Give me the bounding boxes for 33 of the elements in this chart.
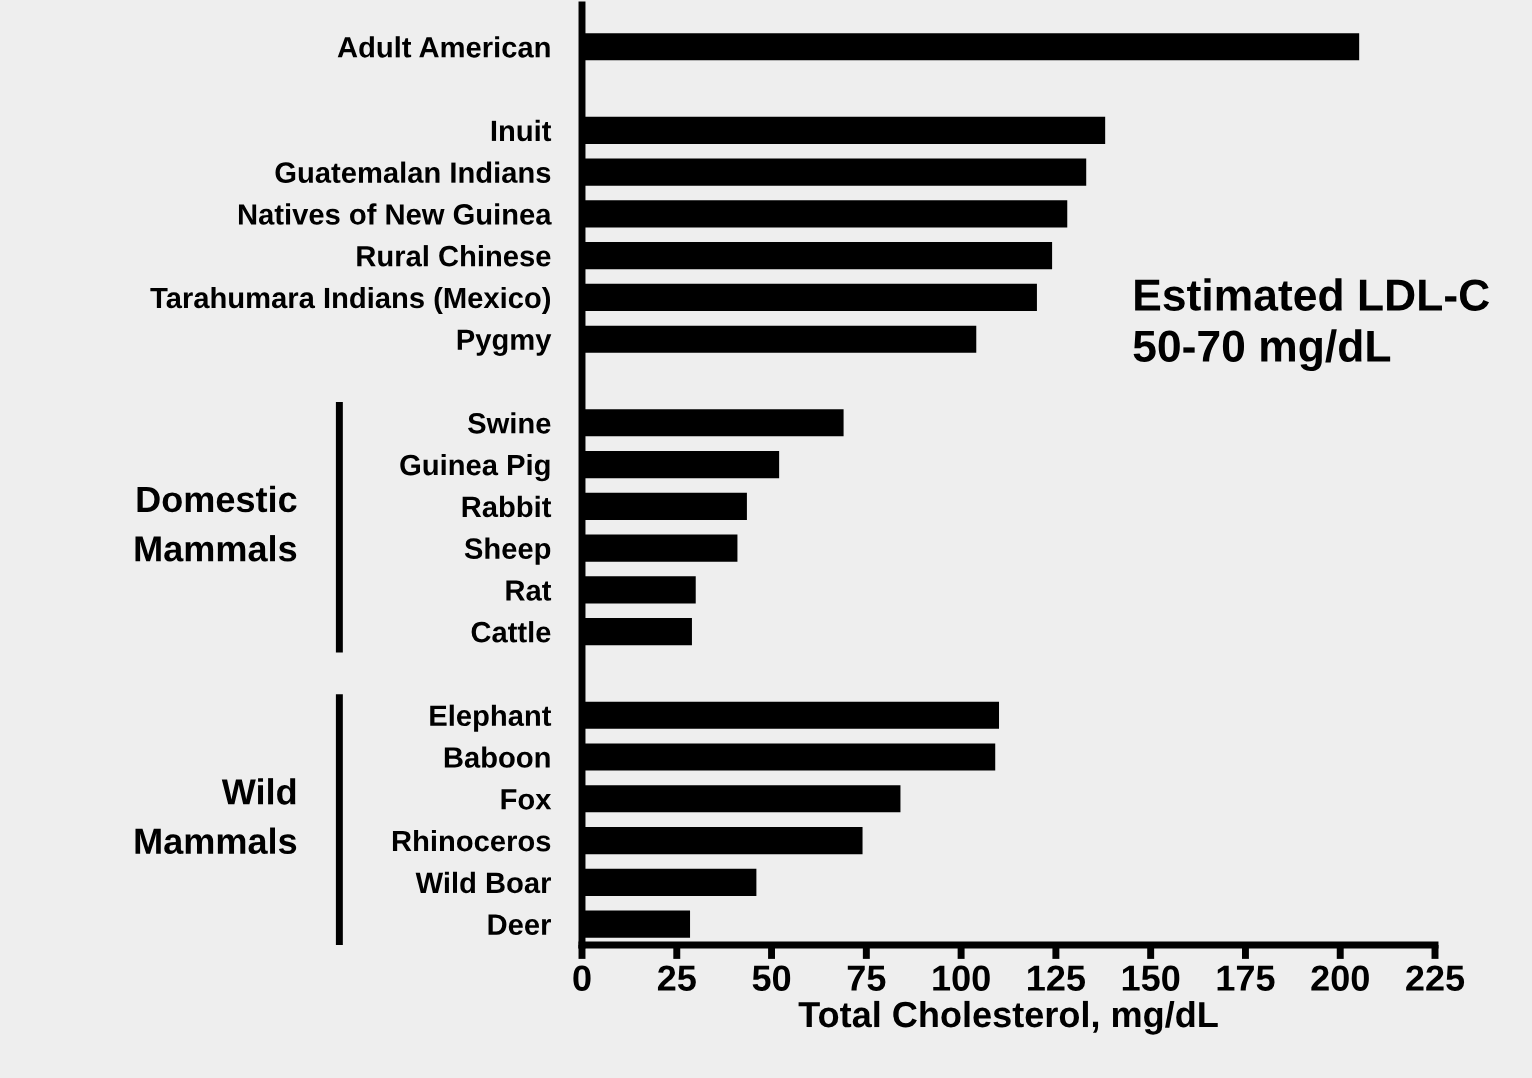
x-tick-label: 75	[847, 965, 886, 991]
x-tick-label: 0	[573, 965, 591, 991]
x-axis-title: Total Cholesterol, mg/dL	[798, 1000, 1218, 1035]
y-tick-label: Deer	[488, 914, 552, 935]
text: Wild Mammals	[135, 778, 297, 855]
y-tick-label: Wild Boar	[415, 871, 552, 894]
y-tick-label: Guatemalan Indians	[275, 161, 551, 183]
y-tick-label: Adult American	[337, 36, 550, 58]
y-tick-label: Rhinoceros	[392, 829, 551, 852]
x-tick-label: 50	[752, 965, 791, 991]
y-tick-label: Guinea Pig	[400, 453, 550, 482]
y-tick-label: Inuit	[491, 119, 552, 142]
x-tick-label: 175	[1217, 965, 1275, 991]
y-tick-label: Fox	[501, 789, 552, 810]
text: Domestic Mammals	[135, 485, 297, 562]
y-tick-label: Rural Chinese	[357, 245, 551, 267]
x-tick-label: 25	[657, 965, 696, 991]
x-tick-label: 225	[1406, 965, 1465, 991]
y-tick-label: Rabbit	[462, 495, 552, 518]
y-tick-label: Swine	[468, 412, 551, 434]
y-tick-label: Sheep	[464, 537, 551, 565]
y-tick-label: Rat	[506, 580, 552, 601]
y-tick-label: Baboon	[444, 746, 550, 768]
x-tick-label: 150	[1122, 965, 1180, 991]
y-tick-label: Elephant	[430, 704, 552, 732]
y-tick-label: Tarahumara Indians (Mexico)	[150, 286, 551, 315]
x-tick-label: 200	[1311, 965, 1369, 991]
y-tick-label: Natives of New Guinea	[238, 203, 552, 225]
y-tick-label: Pygmy	[457, 329, 552, 356]
annotation: Estimated LDL-C 50-70 mg/dL	[1133, 278, 1490, 371]
x-tick-label: 100	[933, 965, 990, 991]
y-tick-label: Cattle	[471, 621, 551, 643]
x-tick-label: 125	[1028, 965, 1086, 991]
